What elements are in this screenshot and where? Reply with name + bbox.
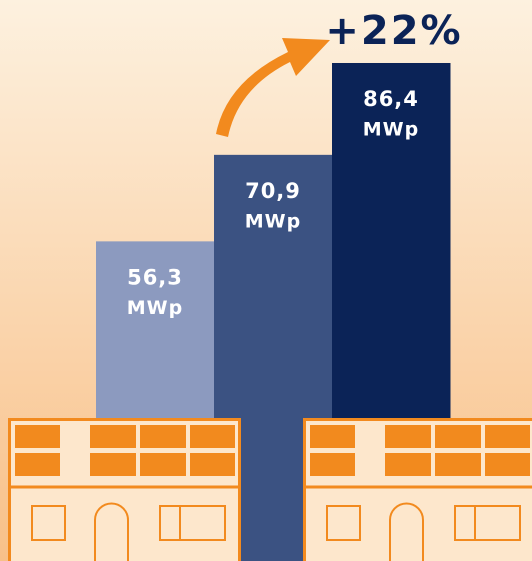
solar-panel <box>435 425 481 448</box>
value-label: 86,4 <box>363 87 419 111</box>
growth-annotation: +22% <box>325 8 462 54</box>
house <box>9 420 240 561</box>
solar-panel <box>310 425 355 448</box>
solar-panel <box>140 453 186 476</box>
solar-panel <box>385 453 431 476</box>
unit-label: MWp <box>245 210 301 232</box>
solar-panel <box>310 453 355 476</box>
unit-label: MWp <box>127 297 183 319</box>
solar-panel <box>485 425 530 448</box>
solar-panel <box>190 453 235 476</box>
value-label: 56,3 <box>127 265 183 289</box>
unit-label: MWp <box>363 118 419 140</box>
solar-panel <box>435 453 481 476</box>
solar-panel <box>190 425 235 448</box>
solar-panel <box>385 425 431 448</box>
chart: +22% 56,3 MWp 70,9 MWp 86,4 MWp <box>0 0 532 561</box>
solar-panel <box>90 453 136 476</box>
solar-panel <box>140 425 186 448</box>
solar-panel <box>485 453 530 476</box>
page: +22% 56,3MWp70,9MWp86,4MWp (() => { cons… <box>0 0 532 561</box>
solar-panel <box>90 425 136 448</box>
house <box>304 420 532 561</box>
solar-panel <box>15 425 60 448</box>
value-label: 70,9 <box>245 179 301 203</box>
solar-panel <box>15 453 60 476</box>
